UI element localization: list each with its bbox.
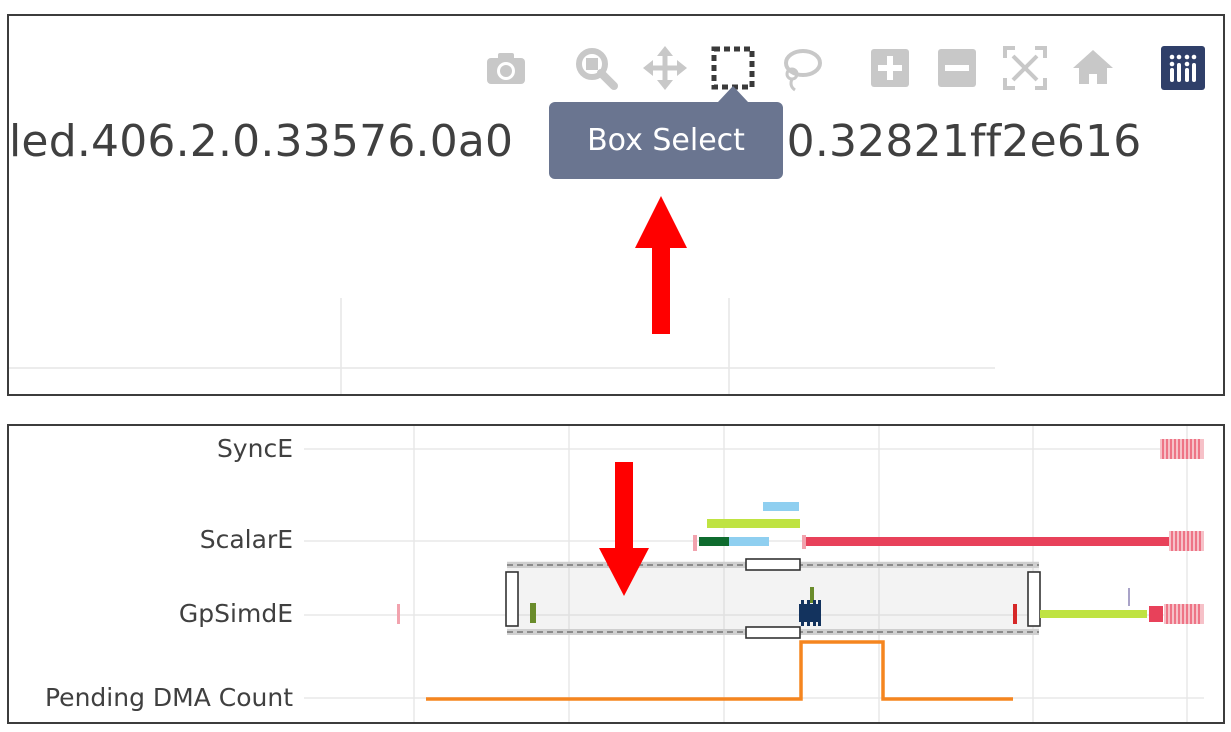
selection-handle-left[interactable] — [505, 571, 519, 627]
lane-label-synce: SyncE — [216, 434, 293, 463]
top-grid — [9, 298, 995, 394]
camera-icon[interactable] — [482, 44, 530, 92]
home-icon[interactable] — [1069, 44, 1117, 92]
lane-label-scalare: ScalarE — [199, 525, 293, 554]
gpsimde-bar-pink-tick[interactable] — [397, 604, 400, 624]
trace-title-right: 470.32821ff2e616 — [730, 116, 1142, 167]
zoom-out-icon[interactable] — [933, 44, 981, 92]
autoscale-icon[interactable] — [1001, 44, 1049, 92]
gpsimde-bar-purple-tick[interactable] — [1128, 588, 1130, 606]
lane-label-pending-dma: Pending DMA Count — [45, 683, 293, 712]
gpsimde-bar-red-tick[interactable] — [1013, 604, 1017, 624]
plotly-logo-icon[interactable] — [1159, 44, 1207, 92]
tooltip-arrow — [718, 86, 748, 102]
synce-stripe-block — [1160, 439, 1204, 459]
gpsimde-bar-lime[interactable] — [1040, 610, 1147, 618]
scalare-stripe-block — [1169, 531, 1204, 551]
lane-label-gpsimde: GpSimdE — [178, 599, 293, 628]
pan-icon[interactable] — [641, 44, 689, 92]
gpsimde-bar-navy-cluster[interactable] — [799, 600, 821, 626]
zoom-in-icon[interactable] — [866, 44, 914, 92]
selection-box[interactable] — [505, 558, 1041, 639]
gpsimde-bar-olive-small[interactable] — [810, 587, 814, 603]
scalare-bar-dark-green[interactable] — [699, 537, 729, 546]
gpsimde-stripe-block — [1164, 604, 1204, 624]
lasso-select-icon[interactable] — [777, 44, 825, 92]
annotation-arrow-up — [635, 196, 687, 334]
selection-handle-bottom[interactable] — [745, 626, 801, 639]
scalare-bar-pink-tick[interactable] — [693, 535, 697, 551]
selection-handle-top[interactable] — [745, 558, 801, 571]
scalare-bar-red[interactable] — [806, 537, 1170, 546]
scalare-bar-pink-edge — [802, 535, 806, 549]
zoom-icon[interactable] — [572, 44, 620, 92]
gpsimde-bar-olive[interactable] — [530, 603, 536, 623]
scalare-bar-lime[interactable] — [707, 519, 800, 528]
pending-dma-line[interactable] — [426, 640, 1013, 701]
scalare-bar-light-blue-top[interactable] — [763, 502, 799, 511]
gpsimde-bar-red[interactable] — [1149, 606, 1163, 622]
plot-panel-bottom: SyncE ScalarE GpSimdE Pending DMA Count — [7, 424, 1225, 724]
trace-title-left: led.406.2.0.33576.0a0 — [9, 116, 514, 167]
scalare-bar-light-blue[interactable] — [729, 537, 769, 546]
plot-panel-top: led.406.2.0.33576.0a0 470.32821ff2e616 Bo… — [7, 14, 1225, 396]
selection-handle-right[interactable] — [1027, 571, 1041, 627]
tooltip-label: Box Select — [587, 123, 745, 158]
timeline-plot — [304, 426, 1204, 722]
annotation-arrow-down — [599, 462, 649, 596]
trace-title: led.406.2.0.33576.0a0 470.32821ff2e616 — [9, 116, 1141, 167]
box-select-tooltip: Box Select — [549, 102, 783, 179]
